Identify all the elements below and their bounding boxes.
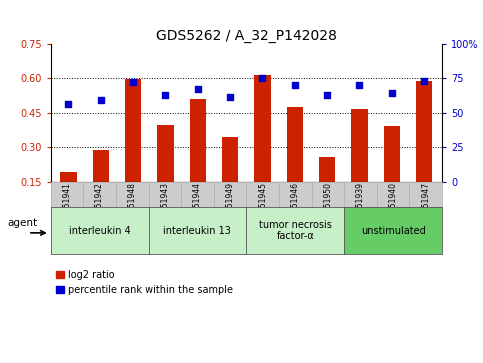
Title: GDS5262 / A_32_P142028: GDS5262 / A_32_P142028 [156,29,337,42]
Bar [352,109,368,216]
Point [129,79,137,85]
Point [65,101,72,107]
Text: agent: agent [8,219,38,228]
Point [258,75,266,81]
Bar [125,79,141,216]
Bar [384,126,400,216]
Text: GSM1151949: GSM1151949 [226,182,235,233]
Bar [93,150,109,216]
Point [420,78,428,84]
Text: GSM1151939: GSM1151939 [356,182,365,233]
Text: GSM1151943: GSM1151943 [160,182,170,233]
Point [194,86,202,92]
Point [323,92,331,98]
Point [162,92,170,98]
Bar [416,82,432,216]
Bar [157,125,173,216]
Text: GSM1151945: GSM1151945 [258,182,267,233]
Text: GSM1151944: GSM1151944 [193,182,202,233]
Text: GSM1151946: GSM1151946 [291,182,300,233]
Bar [60,172,77,216]
Bar [190,99,206,216]
Text: tumor necrosis
factor-α: tumor necrosis factor-α [259,220,332,241]
Text: GSM1151947: GSM1151947 [421,182,430,233]
Point [388,90,396,96]
Point [227,94,234,100]
Point [291,82,298,88]
Text: GSM1151940: GSM1151940 [388,182,398,233]
Point [355,82,363,88]
Text: interleukin 4: interleukin 4 [69,225,130,236]
Bar [222,137,238,216]
Text: unstimulated: unstimulated [361,225,426,236]
Point [97,97,105,103]
Legend: log2 ratio, percentile rank within the sample: log2 ratio, percentile rank within the s… [56,270,233,295]
Text: GSM1151950: GSM1151950 [323,182,332,233]
Bar [255,74,270,216]
Bar [287,107,303,216]
Text: interleukin 13: interleukin 13 [163,225,231,236]
Text: GSM1151948: GSM1151948 [128,182,137,233]
Text: GSM1151942: GSM1151942 [95,182,104,233]
Text: GSM1151941: GSM1151941 [62,182,71,233]
Bar [319,158,335,216]
